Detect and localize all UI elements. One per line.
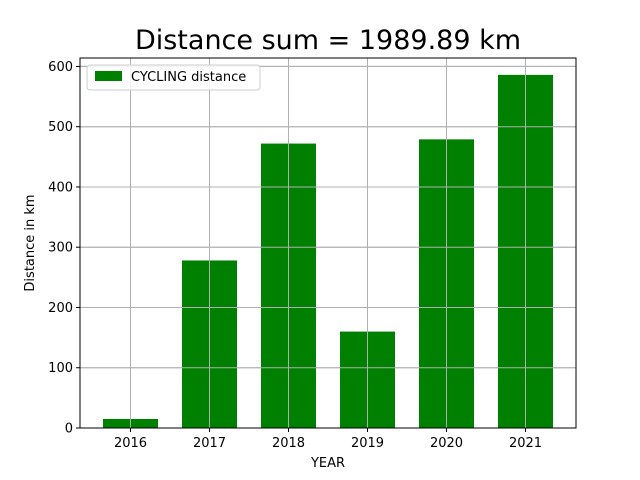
x-tick-label: 2019	[351, 436, 384, 451]
y-tick-label: 100	[48, 361, 73, 376]
x-tick-label: 2018	[272, 436, 305, 451]
y-tick-label: 400	[48, 180, 73, 195]
x-tick-label: 2021	[509, 436, 542, 451]
bars	[103, 74, 553, 429]
x-tick-label: 2020	[430, 436, 463, 451]
legend-box	[86, 64, 261, 91]
y-ticks: 0 100 200 300 400 500 600	[48, 60, 80, 437]
x-tick-label: 2016	[114, 436, 147, 451]
y-tick-label: 300	[48, 241, 73, 256]
y-axis-label: Distance in km	[23, 194, 38, 291]
x-ticks: 2016 2017 2018 2019 2020 2021	[114, 428, 542, 451]
chart-title: Distance sum = 1989.89 km	[135, 25, 521, 56]
x-axis-label: YEAR	[310, 456, 345, 471]
x-tick-label: 2017	[193, 436, 226, 451]
legend: CYCLING distance	[86, 64, 261, 91]
y-tick-label: 200	[48, 301, 73, 316]
y-tick-label: 500	[48, 120, 73, 135]
y-tick-label: 600	[48, 60, 73, 75]
legend-label: CYCLING distance	[131, 70, 246, 85]
plot-frame	[79, 57, 577, 429]
legend-swatch	[95, 71, 122, 81]
y-tick-label: 0	[65, 422, 73, 437]
